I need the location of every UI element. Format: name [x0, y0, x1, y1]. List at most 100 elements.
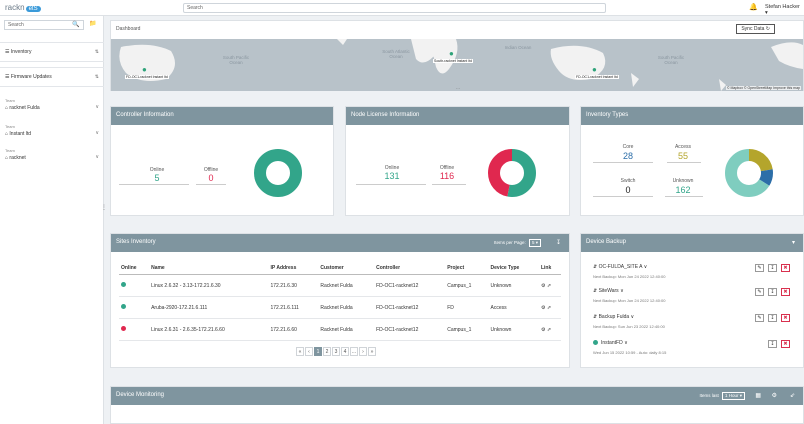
team-selector-1[interactable]: Team ⌂ racknet Fulda ∨ [5, 98, 101, 111]
table-row[interactable]: Linux 2.6.31 - 2.6.35-172.21.6.60 172.21… [119, 318, 561, 341]
page-button[interactable]: 2 [323, 347, 331, 356]
download-icon[interactable]: ↧ [768, 314, 777, 322]
table-icon[interactable]: ▦ [755, 393, 761, 399]
map-attribution[interactable]: © Mapbox © OpenStreetMap Improve this ma… [725, 86, 801, 90]
bell-icon[interactable]: 🔔 [749, 4, 758, 11]
map-pin-label: South-racknet Instant ltd [433, 59, 473, 63]
items-per-page-select[interactable]: 5 ▾ [528, 239, 541, 247]
core-label: Core [622, 144, 634, 150]
sidebar-item-firmware-updates[interactable]: ☰ Firmware Updates ⇅ [0, 67, 104, 87]
card-title: Sites Inventory [111, 234, 569, 252]
switch-count: 0 [625, 185, 631, 195]
world-map[interactable]: South Pacific Ocean South Atlantic Ocean… [111, 39, 803, 91]
map-resize-handle-icon[interactable]: ⋯ [456, 86, 460, 91]
folder-icon[interactable]: 📁 [89, 21, 97, 27]
team-selector-3[interactable]: Team ⌂ racknet ∨ [5, 148, 101, 161]
user-menu[interactable]: Stefan Hacker ▾ [765, 4, 800, 16]
delete-icon[interactable]: ✖ [781, 340, 790, 348]
page-button[interactable]: 1 [314, 347, 322, 356]
offline-status-dot [121, 326, 126, 331]
delete-icon[interactable]: ✖ [781, 314, 790, 322]
ocean-label: South Atlantic Ocean [382, 49, 410, 59]
pin-icon[interactable]: ⇅ [94, 74, 99, 80]
column-header[interactable]: Controller [374, 262, 446, 275]
sidebar: Search 🔍 📁 ☰ Inventory ⇅ ☰ Firmware Upda… [0, 16, 107, 424]
gear-icon[interactable]: ⚙ [771, 393, 777, 399]
donut-segment[interactable] [488, 149, 536, 197]
download-icon[interactable]: ↧ [768, 340, 777, 348]
column-header[interactable]: IP Address [268, 262, 319, 275]
page-title: Dashboard [116, 26, 141, 32]
divider [593, 196, 653, 197]
prev-page-button[interactable]: ‹ [305, 347, 313, 356]
download-icon[interactable]: ↧ [555, 240, 561, 246]
page-button[interactable]: 4 [341, 347, 349, 356]
edit-icon[interactable]: ✎ [755, 314, 764, 322]
pagination: «‹ 1 2 3 4... ›» [296, 347, 377, 356]
divider [665, 196, 703, 197]
table-row[interactable]: Aruba-2920-172.21.6.111 172.21.6.111 Rac… [119, 296, 561, 319]
delete-icon[interactable]: ✖ [781, 264, 790, 272]
controller-donut-chart [254, 149, 302, 197]
controller-cell: FD-OC1-racknet12 [374, 296, 446, 319]
donut-segment[interactable] [725, 149, 773, 197]
donut-segment[interactable] [254, 149, 302, 197]
map-pin-icon[interactable]: ● [592, 65, 597, 74]
column-header[interactable]: Customer [318, 262, 375, 275]
sidebar-item-label: ☰ Firmware Updates [5, 74, 52, 80]
chevron-down-icon[interactable]: ∨ [95, 130, 99, 136]
sync-data-button[interactable]: Sync Data ↻ [736, 24, 775, 34]
card-title: Controller Information [111, 107, 333, 125]
chevron-down-icon[interactable]: ∨ [95, 154, 99, 160]
link-icons[interactable]: ⚙ ⇗ [538, 296, 561, 319]
sidebar-search-input[interactable]: Search [4, 20, 84, 30]
backup-item-label[interactable]: InstantFD ∨ [601, 340, 628, 346]
status-cell [119, 296, 150, 319]
search-icon[interactable]: 🔍 [72, 22, 80, 28]
online-count: 131 [384, 171, 400, 181]
table-row[interactable]: Linux 2.6.32 - 3.13-172.21.6.30 172.21.6… [119, 274, 561, 297]
page-button[interactable]: 3 [332, 347, 340, 356]
unknown-label: Unknown [672, 178, 694, 184]
column-header[interactable]: Name [149, 262, 269, 275]
last-page-button[interactable]: » [368, 347, 376, 356]
sidebar-item-inventory[interactable]: ☰ Inventory ⇅ [0, 42, 104, 62]
donut-segment[interactable] [725, 149, 773, 197]
delete-icon[interactable]: ✖ [781, 288, 790, 296]
chevron-down-icon[interactable]: ∨ [95, 104, 99, 110]
access-label: Access [674, 144, 692, 150]
column-header[interactable]: Device Type [488, 262, 539, 275]
controller-cell: FD-OC1-racknet12 [374, 274, 446, 297]
backup-item-label[interactable]: ⇵ OC-FULDA_SITE A ∨ [593, 264, 648, 270]
items-per-page: Items per Page: 5 ▾ [494, 239, 541, 247]
time-range-select[interactable]: 1 Hour ▾ [721, 392, 745, 400]
name-cell: Aruba-2920-172.21.6.111 [149, 296, 269, 319]
resize-handle-icon[interactable]: ⋮ [101, 205, 107, 211]
download-icon[interactable]: ↧ [768, 288, 777, 296]
global-search-input[interactable]: Search [183, 3, 606, 13]
edit-icon[interactable]: ✎ [755, 288, 764, 296]
download-icon[interactable]: ↧ [768, 264, 777, 272]
top-bar: rackn etS Search 🔔 Stefan Hacker ▾ [0, 0, 804, 16]
next-page-button[interactable]: › [359, 347, 367, 356]
expand-icon[interactable]: ⇙ [789, 393, 795, 399]
logo[interactable]: rackn etS [5, 3, 41, 12]
link-icons[interactable]: ⚙ ⇗ [538, 318, 561, 341]
map-pin-icon[interactable]: ● [142, 65, 147, 74]
pin-icon[interactable]: ⇅ [94, 49, 99, 55]
backup-item-label[interactable]: ⇵ SiteWars ∨ [593, 288, 624, 294]
column-header: Online [119, 262, 150, 275]
backup-item-schedule: Next Backup: Mon Jun 24 2022 12:40:00 [593, 298, 666, 303]
edit-icon[interactable]: ✎ [755, 264, 764, 272]
backup-item-label[interactable]: ⇵ Backup Fulda ∨ [593, 314, 635, 320]
chevron-down-icon[interactable]: ▾ [791, 240, 795, 246]
map-pin-icon[interactable]: ● [449, 49, 454, 58]
column-header[interactable]: Project [445, 262, 489, 275]
card-title: Node License Information [346, 107, 569, 125]
column-header: Link [538, 262, 561, 275]
logo-cloud-badge: etS [25, 6, 41, 12]
device-type-cell: Unknown [488, 274, 539, 297]
first-page-button[interactable]: « [296, 347, 304, 356]
team-selector-2[interactable]: Team ⌂ Instant ltd ∨ [5, 124, 101, 137]
link-icons[interactable]: ⚙ ⇗ [538, 274, 561, 297]
